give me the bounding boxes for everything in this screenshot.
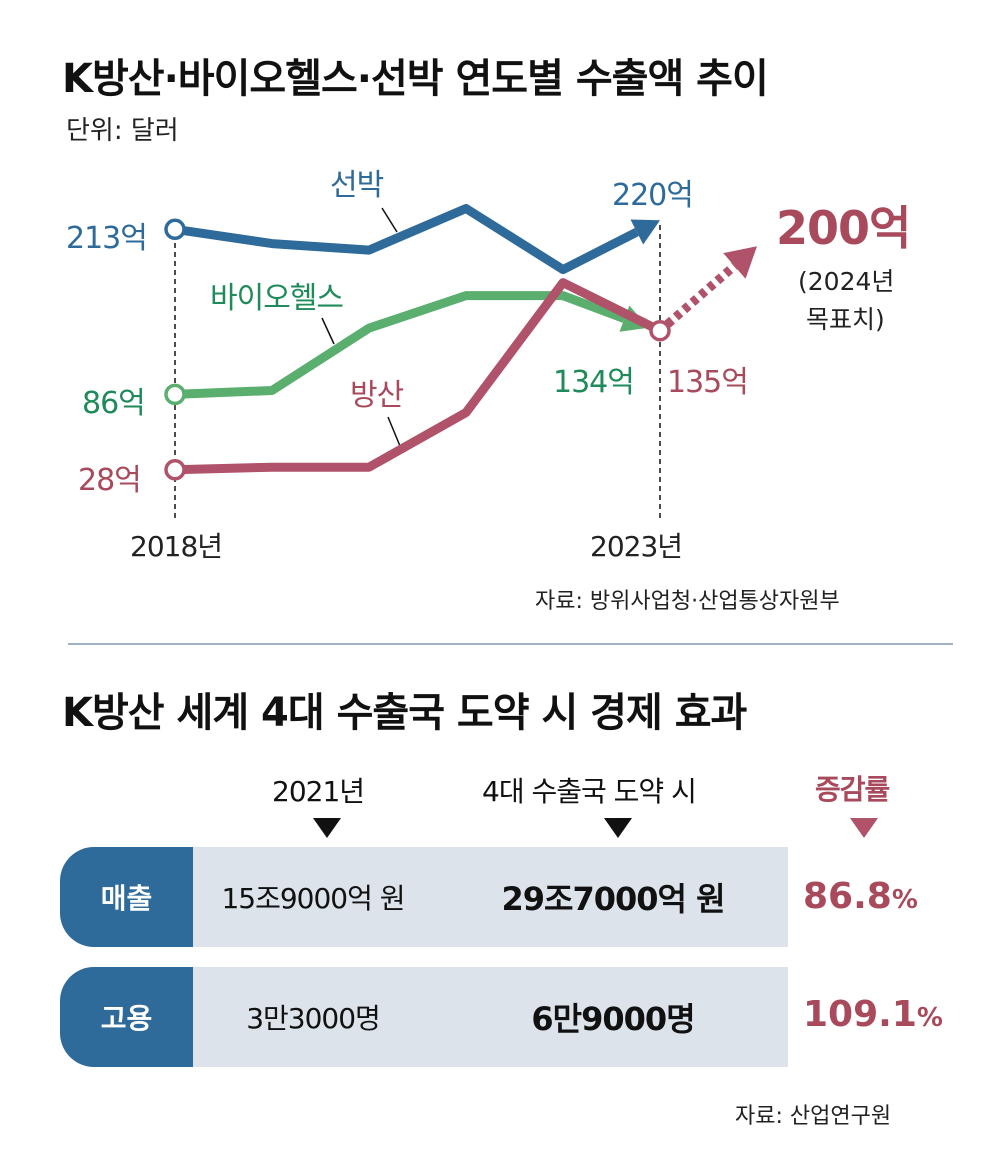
defense-end-label: 135억 xyxy=(667,365,749,400)
series-label-ship: 선박 xyxy=(330,168,384,203)
rate-sales: 86.8% xyxy=(803,876,918,917)
series-label-defense: 방산 xyxy=(350,378,404,413)
ship-end-label: 220억 xyxy=(612,178,694,213)
data-point-start xyxy=(164,218,186,241)
table-title: K방산 세계 4대 수출국 도약 시 경제 효과 xyxy=(62,690,747,736)
rate-unit: % xyxy=(916,1003,943,1033)
series-label-bio: 바이오헬스 xyxy=(210,281,344,316)
table-row-employment: 고용 3만3000명 6만9000명 xyxy=(60,967,788,1067)
down-triangle-icon xyxy=(313,818,341,838)
table-row-sales: 매출 15조9000억 원 29조7000억 원 xyxy=(60,847,788,947)
data-point-start xyxy=(164,383,186,406)
bio-end-label: 134억 xyxy=(553,365,635,400)
rate-value: 86.8 xyxy=(803,876,892,917)
source-2: 자료: 산업연구원 xyxy=(735,1104,892,1129)
line-chart xyxy=(164,204,757,520)
chart-title: K방산·바이오헬스·선박 연도별 수출액 추이 xyxy=(62,56,769,102)
arrowhead-icon xyxy=(723,246,757,279)
arrowhead-icon xyxy=(630,219,660,245)
value-target: 6만9000명 xyxy=(531,1000,695,1038)
defense-start-label: 28억 xyxy=(78,463,142,498)
col-header-rate: 증감률 xyxy=(815,773,890,806)
ship-start-label: 213억 xyxy=(66,221,148,256)
x-tick-2018: 2018년 xyxy=(130,530,223,563)
data-point-start xyxy=(164,459,186,481)
series-line xyxy=(174,291,627,399)
x-tick-2023: 2023년 xyxy=(590,530,683,563)
target-note-2: 목표치) xyxy=(806,305,885,334)
series-line xyxy=(174,278,662,475)
col-header-2021: 2021년 xyxy=(272,775,365,808)
leader-line-ship xyxy=(381,207,398,233)
down-triangle-icon xyxy=(604,818,632,838)
data-point-end xyxy=(649,319,671,342)
target-note-1: (2024년 xyxy=(798,267,895,296)
leader-line-defense xyxy=(387,416,401,447)
bio-start-label: 86억 xyxy=(82,386,146,421)
rate-unit: % xyxy=(891,885,918,915)
divider xyxy=(68,643,953,645)
row-label: 매출 xyxy=(60,847,193,947)
value-target: 29조7000억 원 xyxy=(501,880,725,918)
leader-line-bio xyxy=(321,317,335,345)
target-dotted-line xyxy=(664,262,738,328)
rate-employment: 109.1% xyxy=(803,994,943,1035)
rate-value: 109.1 xyxy=(803,994,917,1035)
unit-label: 단위: 달러 xyxy=(66,116,179,146)
source-1: 자료: 방위사업청·산업통상자원부 xyxy=(535,589,840,614)
series-line xyxy=(174,204,639,275)
down-triangle-icon xyxy=(850,818,878,838)
value-2021: 15조9000억 원 xyxy=(221,882,405,915)
row-label: 고용 xyxy=(60,967,193,1067)
value-2021: 3만3000명 xyxy=(246,1002,381,1035)
target-label: 200억 xyxy=(776,201,911,255)
col-header-target: 4대 수출국 도약 시 xyxy=(482,775,697,808)
